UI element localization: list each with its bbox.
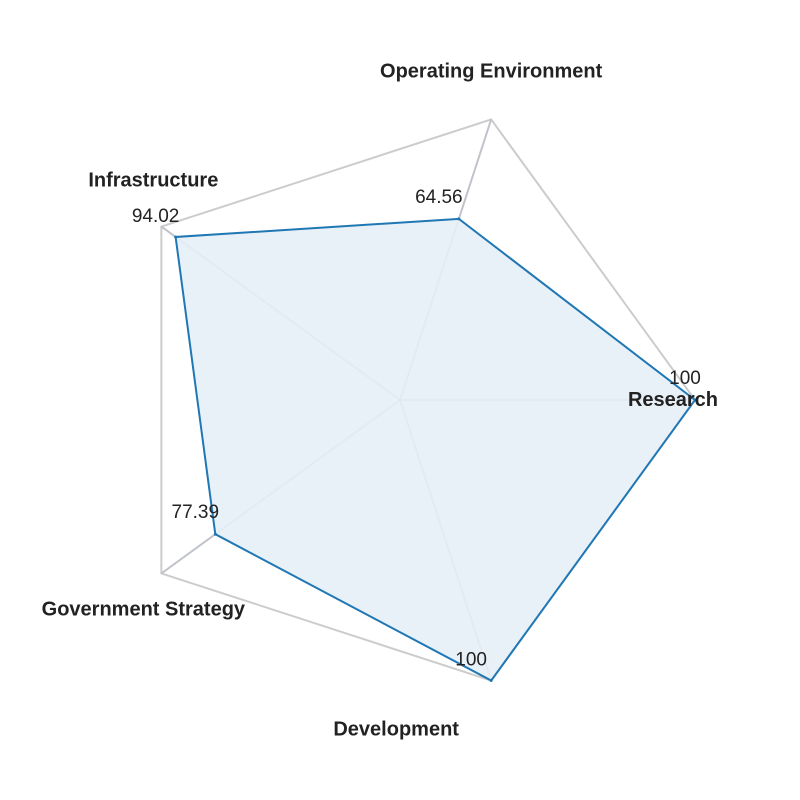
value-label-research: 100 bbox=[669, 368, 701, 389]
axis-label-development: Development bbox=[333, 719, 459, 741]
data-point-infrastructure bbox=[174, 235, 178, 239]
value-label-infrastructure: 94.02 bbox=[132, 206, 180, 227]
data-point-government-strategy bbox=[213, 532, 217, 536]
value-label-operating-environment: 64.56 bbox=[415, 187, 463, 208]
data-point-research bbox=[693, 398, 697, 402]
axis-label-research: Research bbox=[628, 389, 718, 411]
series-polygon bbox=[174, 217, 697, 682]
data-point-development bbox=[489, 679, 493, 683]
data-point-operating-environment bbox=[457, 217, 461, 221]
axis-label-infrastructure: Infrastructure bbox=[88, 170, 218, 192]
axis-label-operating-environment: Operating Environment bbox=[380, 60, 603, 82]
value-label-government-strategy: 77.39 bbox=[172, 502, 220, 523]
label-layer: Research Operating Environment Infrastruct… bbox=[42, 60, 718, 740]
series-layer bbox=[174, 217, 697, 683]
axis-label-government-strategy: Government Strategy bbox=[42, 598, 246, 620]
value-label-development: 100 bbox=[455, 650, 487, 671]
